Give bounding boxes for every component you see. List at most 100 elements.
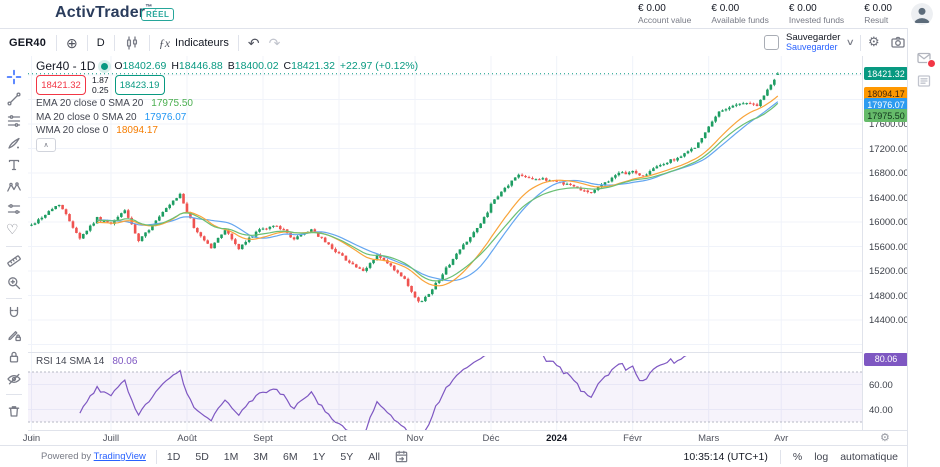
time-axis-label: Juin	[22, 433, 41, 444]
range-button-all[interactable]: All	[368, 450, 380, 463]
indicator-row[interactable]: WMA 20 close 0 18094.17	[36, 125, 158, 136]
divider	[6, 394, 22, 395]
tradingview-link[interactable]: TradingView	[93, 451, 146, 462]
save-button[interactable]: Sauvegarder Sauvegarder	[786, 32, 841, 52]
legend-collapse-button[interactable]: ∧	[36, 138, 56, 152]
price-tick: 15200.00	[869, 266, 909, 277]
trademark: ™	[145, 4, 153, 11]
price-axis[interactable]: 17600.00 17200.00 16800.00 16400.00 16000.00…	[862, 56, 909, 430]
indicator-row[interactable]: MA 20 close 0 SMA 20 17976.07	[36, 112, 186, 123]
indicator-name: WMA 20 close 0	[36, 125, 109, 136]
divider	[6, 298, 22, 299]
chevron-down-icon[interactable]: ∨	[846, 37, 856, 47]
time-axis-label: Août	[177, 433, 197, 444]
text-tool-icon[interactable]	[6, 157, 22, 173]
account-stat: € 0.00 Account value	[638, 3, 691, 25]
rsi-badge: 80.06	[864, 352, 908, 366]
trash-icon[interactable]	[6, 403, 22, 419]
range-button-1d[interactable]: 1D	[166, 450, 181, 463]
powered-by: Powered by TradingView	[41, 451, 146, 462]
stat-label: Available funds	[711, 15, 769, 25]
screenshot-camera-icon[interactable]	[890, 34, 906, 53]
range-button-5d[interactable]: 5D	[195, 450, 209, 463]
range-button-1y[interactable]: 1Y	[312, 450, 326, 463]
price-tick: 16800.00	[869, 168, 909, 179]
indicator-row[interactable]: EMA 20 close 0 SMA 20 17975.50	[36, 98, 193, 109]
user-avatar[interactable]	[911, 3, 933, 25]
account-stat: € 0.00 Invested funds	[789, 3, 844, 25]
go-to-date-icon[interactable]	[394, 449, 409, 464]
candlestick-chart[interactable]	[28, 56, 862, 430]
account-stats: € 0.00 Account value € 0.00 Available funds…	[638, 3, 892, 25]
price-tick: 16000.00	[869, 217, 909, 228]
indicators-button[interactable]: Indicateurs	[175, 37, 229, 49]
range-selector: 1D 5D 1M 3M 6M 1Y 5Y All	[167, 451, 380, 463]
change-value: +22.97 (+0.12%)	[339, 60, 419, 72]
settings-gear-icon[interactable]: ⚙	[868, 34, 880, 49]
account-type-badge: RÉEL	[141, 8, 175, 21]
divider	[155, 449, 157, 464]
time-axis-label: 2024	[546, 433, 568, 444]
range-button-5y[interactable]: 5Y	[340, 450, 354, 463]
mail-icon[interactable]	[916, 50, 936, 68]
chart-area[interactable]: 17600.00 17200.00 16800.00 16400.00 16000.00…	[28, 56, 909, 430]
axis-collapse-icon[interactable]: ‹	[30, 432, 34, 443]
buy-button[interactable]: 18423.19	[114, 75, 165, 95]
stat-label: Account value	[637, 15, 692, 25]
time-axis-label: Févr	[623, 433, 643, 444]
eye-hide-icon[interactable]	[6, 371, 22, 387]
bottom-bar: Powered by TradingView 1D 5D 1M 3M 6M 1Y 5Y All…	[0, 445, 908, 467]
quote-buttons: 18421.32 1.87 0.25 18423.19	[36, 75, 165, 95]
zoom-in-icon[interactable]	[6, 275, 22, 291]
price-tick: 17600.00	[869, 119, 909, 130]
price-tick: 17200.00	[869, 143, 909, 155]
drawing-lock-icon[interactable]	[6, 327, 22, 343]
range-button-3m[interactable]: 3M	[253, 450, 268, 463]
fib-lines-icon[interactable]	[6, 201, 22, 217]
compare-add-icon[interactable]: ⊕	[66, 35, 78, 51]
brush-icon[interactable]	[6, 135, 22, 151]
percent-scale-button[interactable]: %	[792, 450, 803, 463]
indicator-value: 18094.17	[116, 125, 158, 136]
divider	[6, 246, 22, 247]
app-header: ActivTrader™ RÉEL € 0.00 Account value € 0…	[0, 0, 940, 28]
interval-button[interactable]: D	[96, 37, 105, 49]
clock-label[interactable]: 10:35:14 (UTC+1)	[683, 450, 768, 463]
lock-icon[interactable]	[6, 349, 22, 365]
save-link: Sauvegarder	[786, 41, 838, 52]
fx-icon[interactable]: ƒx	[158, 35, 171, 50]
indicator-name: EMA 20 close 0 SMA 20	[36, 98, 144, 109]
magnet-icon[interactable]	[6, 305, 22, 321]
trend-line-icon[interactable]	[6, 91, 22, 107]
pane-separator[interactable]	[28, 352, 908, 353]
timezone-gear-icon[interactable]: ⚙	[880, 432, 890, 444]
heart-emoji-icon[interactable]: ♡	[6, 221, 19, 237]
time-axis[interactable]: ‹ ⚙ Juin Juill Août Sept Oct Nov Déc 2024 Févr Ma…	[23, 430, 908, 446]
ohlc-values: O18402.69 H18446.88 B18400.02 C18421.32 …	[114, 60, 419, 72]
time-axis-label: Mars	[698, 433, 720, 444]
crosshair-icon[interactable]	[6, 69, 22, 85]
price-tick: 15600.00	[869, 241, 909, 253]
time-axis-label: Juill	[102, 433, 120, 444]
range-button-1m[interactable]: 1M	[223, 450, 239, 463]
log-scale-button[interactable]: log	[814, 450, 829, 463]
time-axis-label: Déc	[482, 433, 500, 444]
sell-button[interactable]: 18421.32	[36, 75, 86, 95]
news-icon[interactable]	[916, 73, 932, 89]
redo-button[interactable]: ↷	[268, 34, 281, 51]
candle-style-icon[interactable]	[124, 35, 140, 51]
parallel-lines-icon[interactable]	[6, 113, 22, 129]
legend-symbol[interactable]: Ger40 - 1D	[36, 59, 96, 73]
price-badge: 17976.07	[864, 98, 908, 111]
account-stat: € 0.00 Result	[864, 3, 892, 25]
range-button-6m[interactable]: 6M	[282, 450, 298, 463]
xabcd-pattern-icon[interactable]	[6, 179, 22, 195]
save-checkbox[interactable]	[764, 35, 779, 50]
stat-value: € 0.00	[864, 3, 892, 14]
ruler-measure-icon[interactable]	[6, 253, 22, 269]
auto-scale-button[interactable]: automatique	[840, 450, 898, 463]
symbol-label[interactable]: GER40	[9, 37, 47, 49]
rsi-tick: 60.00	[869, 379, 893, 391]
indicator-value: 17975.50	[151, 98, 193, 109]
undo-button[interactable]: ↶	[247, 34, 260, 51]
